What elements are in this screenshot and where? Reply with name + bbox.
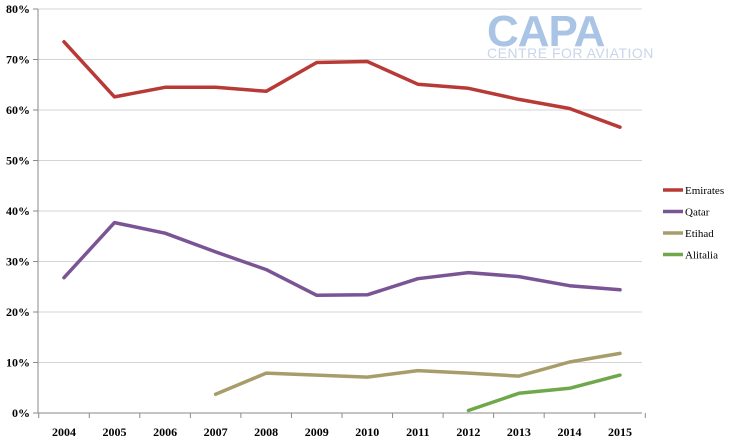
logo-sub-text: CENTRE FOR AVIATION <box>487 45 654 61</box>
series-line-etihad <box>213 351 622 397</box>
x-tick-label: 2011 <box>406 425 429 439</box>
x-tick-label: 2006 <box>153 425 177 439</box>
gridlines <box>38 8 642 363</box>
y-tick-label: 10% <box>6 356 30 370</box>
y-tick-label: 20% <box>6 305 30 319</box>
series-line-emirates <box>62 40 622 129</box>
x-tick-label: 2013 <box>507 425 531 439</box>
x-tick-label: 2005 <box>103 425 127 439</box>
legend-label-etihad: Etihad <box>685 228 714 240</box>
legend-label-qatar: Qatar <box>685 207 710 219</box>
series-lines <box>62 40 622 413</box>
x-axis-ticks: 2004 2005 2006 2007 2008 2009 2010 2011 2012 2013… <box>38 413 646 439</box>
y-tick-label: 50% <box>6 154 30 168</box>
y-tick-label: 40% <box>6 204 30 218</box>
y-tick-label: 30% <box>6 255 30 269</box>
series-line-qatar <box>62 220 622 298</box>
x-tick-label: 2007 <box>204 425 228 439</box>
x-tick-label: 2004 <box>52 425 76 439</box>
series-line-alitalia <box>466 373 622 413</box>
x-tick-label: 2014 <box>557 425 581 439</box>
capa-logo: CAPA CENTRE FOR AVIATION <box>487 7 654 61</box>
x-tick-label: 2009 <box>305 425 329 439</box>
x-tick-label: 2008 <box>254 425 278 439</box>
legend-label-alitalia: Alitalia <box>685 250 718 262</box>
y-tick-label: 0% <box>12 406 30 420</box>
x-tick-label: 2015 <box>608 425 632 439</box>
x-tick-label: 2010 <box>355 425 379 439</box>
legend: Emirates Qatar Etihad Alitalia <box>663 185 724 262</box>
y-axis-ticks: 0% 10% 20% 30% 40% 50% 60% 70% 80% <box>6 2 38 420</box>
x-tick-label: 2012 <box>456 425 480 439</box>
legend-label-emirates: Emirates <box>685 185 724 197</box>
y-tick-label: 80% <box>6 2 30 16</box>
y-tick-label: 60% <box>6 103 30 117</box>
y-tick-label: 70% <box>6 53 30 67</box>
logo-main-text: CAPA <box>487 7 605 56</box>
